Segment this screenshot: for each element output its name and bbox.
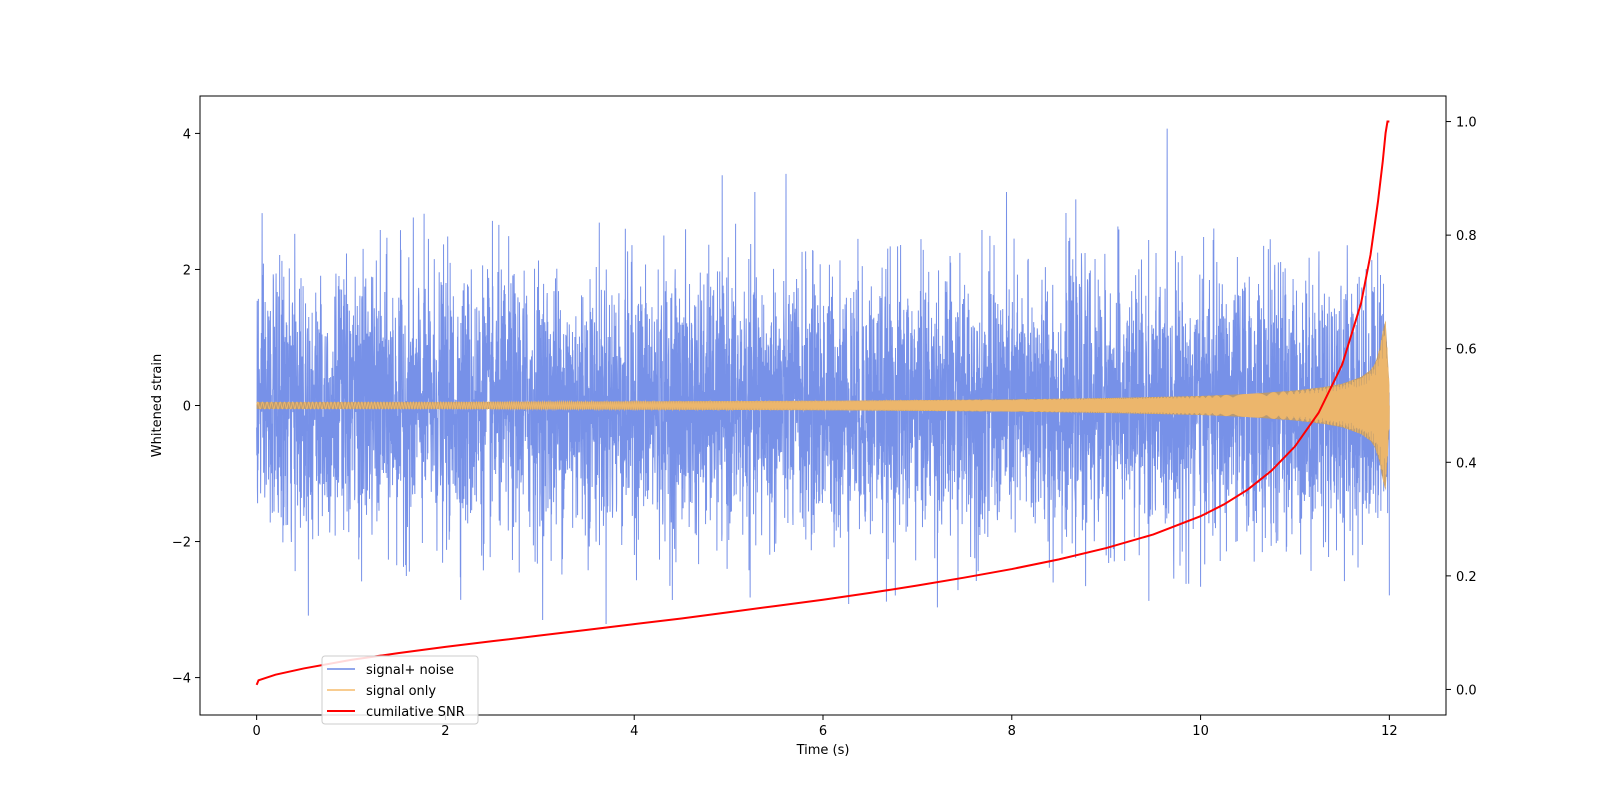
ticks-layer: 0 2 4 6 8 10 12 −4 −2 0 2 4 0.0 0.2 0.4 0.6 0.8 1.0: [172, 116, 1477, 739]
y-tick-label: 2: [183, 263, 191, 278]
legend-box: [321, 655, 479, 725]
x-tick-label: 8: [1008, 724, 1016, 739]
y-tick-label: 0: [183, 400, 191, 415]
legend-label: signal+ noise: [366, 663, 454, 678]
legend-label: cumilative SNR: [366, 705, 465, 720]
x-tick-label: 12: [1381, 724, 1398, 739]
legend-label: signal only: [366, 684, 436, 699]
y2-tick-label: 0.8: [1456, 229, 1477, 244]
series-cumulative-snr-line: [255, 120, 1390, 686]
y-tick-label: −2: [172, 536, 191, 551]
y-tick-label: 4: [183, 127, 191, 142]
y2-tick-label: 0.2: [1456, 570, 1477, 585]
y-tick-label: −4: [172, 672, 191, 687]
x-tick-label: 2: [441, 724, 449, 739]
y2-tick-label: 0.6: [1456, 343, 1477, 358]
y2-tick-label: 1.0: [1456, 116, 1477, 131]
x-tick-label: 4: [630, 724, 638, 739]
x-tick-label: 0: [252, 724, 260, 739]
series-layer: [255, 120, 1390, 686]
x-axis-label: Time (s): [796, 743, 850, 758]
x-tick-label: 10: [1192, 724, 1209, 739]
y2-tick-label: 0.4: [1456, 456, 1477, 471]
legend: signal+ noise signal only cumilative SNR: [321, 655, 479, 725]
y2-tick-label: 0.0: [1456, 683, 1477, 698]
x-tick-label: 6: [819, 724, 827, 739]
series-signal-noise-line: [256, 128, 1390, 625]
y-axis-label: Whitened strain: [150, 354, 165, 457]
series-signal-only-line: [256, 321, 1390, 488]
